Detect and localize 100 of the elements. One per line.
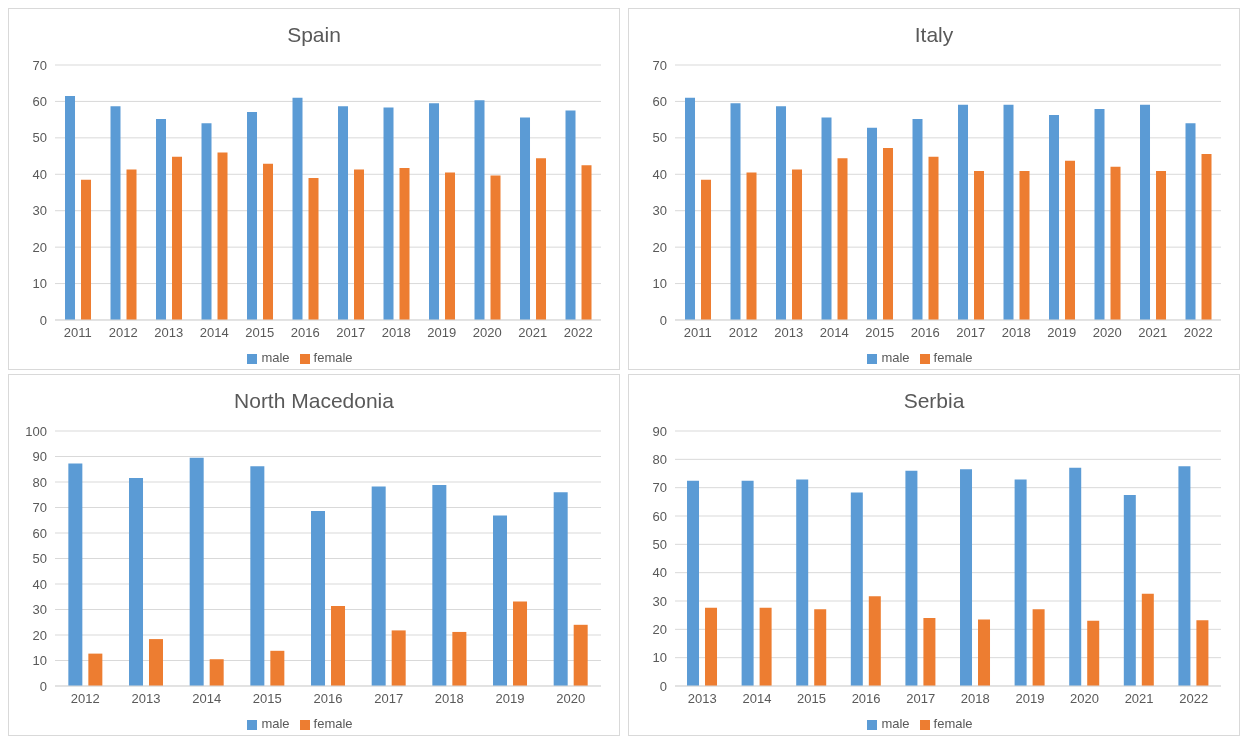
bar: [796, 479, 809, 686]
y-tick-label: 20: [652, 239, 667, 255]
x-tick-label: 2013: [774, 325, 804, 341]
bar: [759, 607, 772, 686]
bar: [513, 601, 528, 686]
bar: [1141, 593, 1154, 686]
legend-label: female: [933, 716, 973, 731]
bar: [928, 156, 939, 320]
x-tick-label: 2014: [192, 691, 222, 707]
y-tick-label: 10: [32, 276, 47, 292]
x-tick-label: 2019: [495, 691, 525, 707]
bar: [217, 152, 228, 320]
x-tick-label: 2018: [1001, 325, 1031, 341]
bar: [746, 172, 757, 320]
y-tick-label: 70: [652, 480, 667, 496]
bar: [850, 492, 863, 686]
x-tick-label: 2012: [728, 325, 758, 341]
x-tick-label: 2020: [1070, 691, 1099, 707]
y-tick-label: 20: [32, 627, 47, 643]
y-tick-label: 50: [32, 130, 47, 146]
bar: [201, 123, 212, 320]
bar: [371, 486, 386, 686]
y-tick-label: 50: [32, 551, 47, 567]
bar: [701, 179, 712, 320]
y-tick-label: 50: [652, 536, 667, 552]
y-tick-label: 60: [32, 94, 47, 110]
bar: [685, 97, 696, 320]
bar: [960, 469, 973, 686]
bar: [1123, 495, 1136, 686]
bar: [1014, 479, 1027, 686]
bar: [1032, 609, 1045, 686]
y-tick-label: 40: [32, 576, 47, 592]
y-tick-label: 10: [652, 276, 667, 292]
bar: [65, 95, 76, 320]
x-tick-label: 2020: [472, 325, 502, 341]
y-tick-label: 60: [652, 94, 667, 110]
x-tick-label: 2016: [290, 325, 320, 341]
y-tick-label: 30: [32, 602, 47, 618]
bar: [68, 463, 83, 686]
bar: [149, 639, 164, 686]
y-tick-label: 0: [39, 678, 47, 694]
bar: [270, 650, 285, 686]
legend-label: female: [933, 350, 973, 365]
x-tick-label: 2021: [1124, 691, 1154, 707]
bar: [110, 106, 121, 320]
x-tick-label: 2015: [865, 325, 895, 341]
bar: [247, 111, 258, 320]
bar: [81, 179, 92, 320]
bar: [776, 106, 787, 320]
x-tick-label: 2016: [851, 691, 881, 707]
y-tick-label: 80: [32, 474, 47, 490]
legend-label: male: [881, 716, 910, 731]
bar: [445, 172, 456, 320]
x-tick-label: 2021: [1138, 325, 1168, 341]
bar: [1094, 109, 1105, 320]
bar: [814, 609, 827, 686]
bar: [250, 466, 265, 686]
x-tick-label: 2014: [742, 691, 772, 707]
bar: [490, 175, 501, 320]
bar: [923, 618, 936, 686]
bar: [129, 477, 144, 686]
y-tick-label: 20: [32, 239, 47, 255]
chart-title: Spain: [286, 22, 342, 48]
legend-label: male: [261, 716, 290, 731]
bar: [308, 177, 319, 320]
chart-title: North Macedonia: [233, 388, 395, 414]
x-tick-label: 2020: [1092, 325, 1122, 341]
bar: [687, 480, 700, 686]
bar: [354, 169, 365, 320]
bar: [1156, 171, 1167, 320]
y-tick-label: 70: [652, 57, 667, 73]
x-tick-label: 2017: [956, 325, 986, 341]
x-tick-label: 2017: [906, 691, 936, 707]
x-tick-label: 2019: [1047, 325, 1077, 341]
bar: [565, 110, 576, 320]
chart-title: Italy: [913, 22, 955, 48]
bar: [432, 485, 447, 686]
bar: [126, 169, 137, 320]
x-tick-label: 2022: [1183, 325, 1213, 341]
bar: [1049, 114, 1060, 320]
bar: [553, 492, 568, 686]
bar: [391, 630, 406, 686]
bar: [868, 596, 881, 686]
bar: [581, 165, 592, 320]
bar: [1196, 620, 1209, 686]
x-tick-label: 2019: [1015, 691, 1045, 707]
y-tick-label: 0: [659, 678, 667, 694]
bar: [905, 470, 918, 686]
bar: [429, 103, 440, 320]
bar: [1019, 171, 1030, 320]
bar: [1201, 153, 1212, 320]
y-tick-label: 80: [652, 451, 667, 467]
bar: [883, 148, 894, 320]
legend-label: male: [261, 350, 290, 365]
y-tick-label: 40: [32, 166, 47, 182]
bar: [172, 156, 183, 320]
y-tick-label: 40: [652, 565, 667, 581]
y-tick-label: 70: [32, 500, 47, 516]
x-tick-label: 2019: [427, 325, 457, 341]
bar: [1069, 467, 1082, 686]
